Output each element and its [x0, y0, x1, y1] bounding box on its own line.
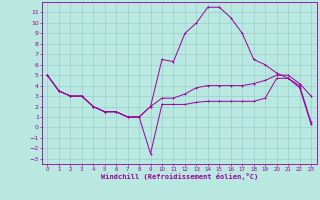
X-axis label: Windchill (Refroidissement éolien,°C): Windchill (Refroidissement éolien,°C) — [100, 173, 258, 180]
